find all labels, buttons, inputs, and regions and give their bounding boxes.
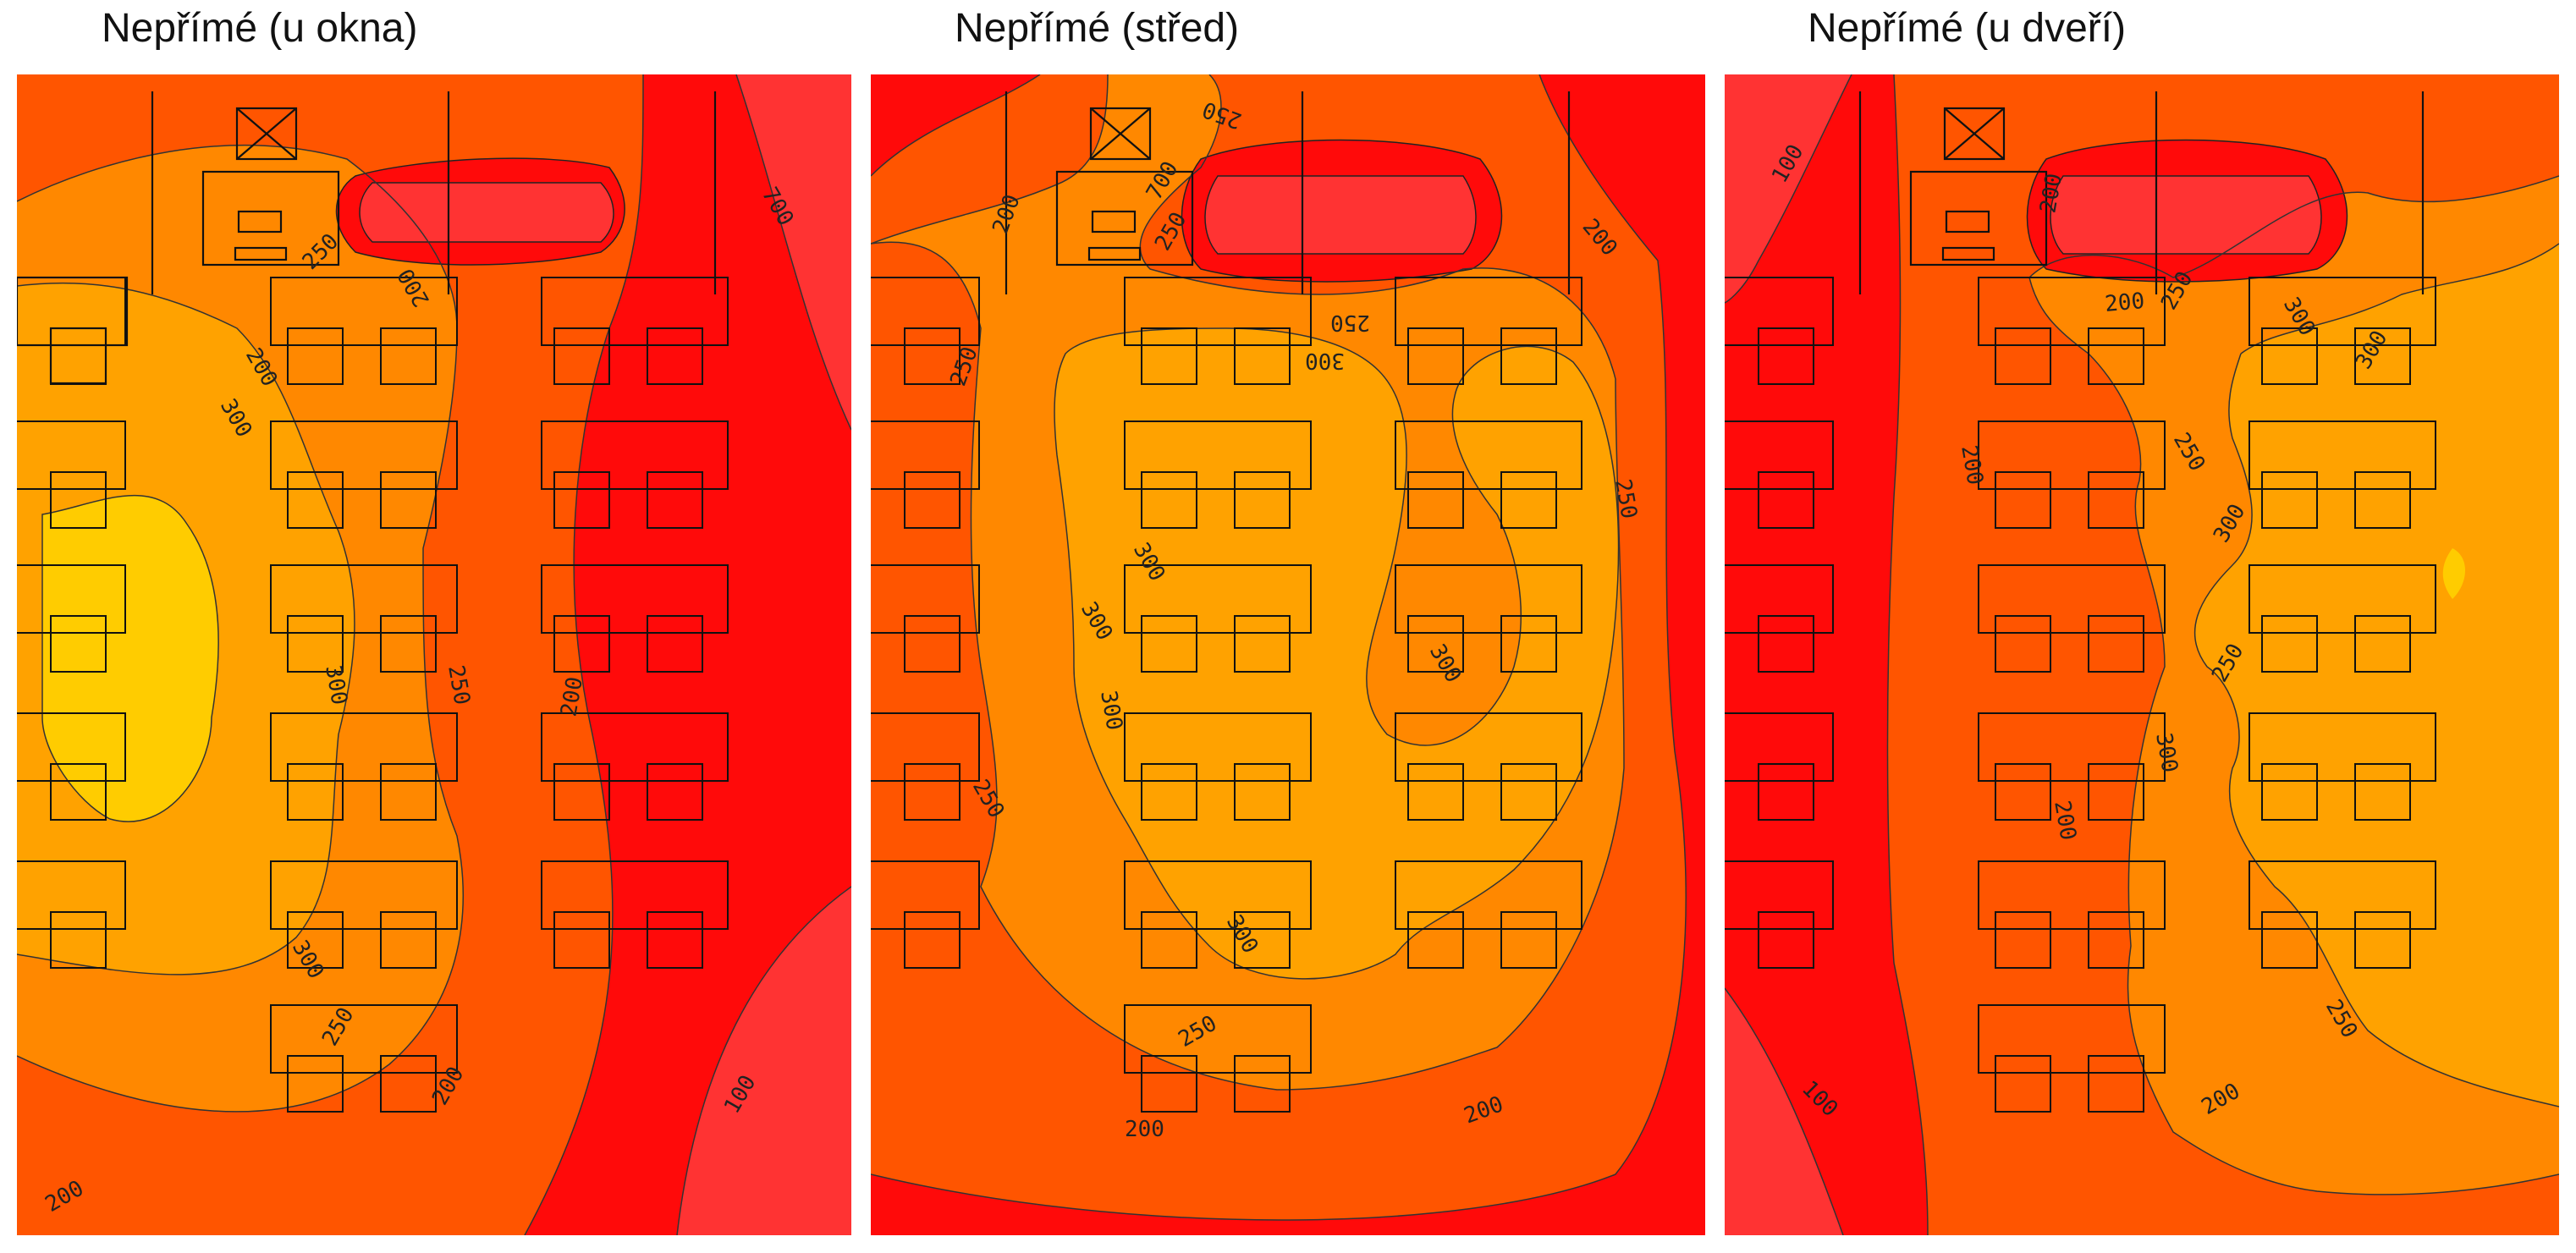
illuminance-map-window: 700 250 200 200 300 250 300 200 300 250 … <box>17 74 851 1235</box>
illuminance-map-door: 100 200 250 200 300 300 250 200 300 250 … <box>1725 74 2559 1235</box>
panel-title-center: Nepřímé (střed) <box>955 6 1240 51</box>
contour-label: 200 <box>1125 1117 1164 1142</box>
illuminance-map-center: 250 200 700 250 200 300 250 250 300 300 … <box>871 74 1705 1235</box>
contour-label: 200 <box>2104 289 2145 317</box>
contour-label: 250 <box>1330 310 1370 335</box>
panel-title-door: Nepřímé (u dveří) <box>1808 6 2127 51</box>
panel-title-window: Nepřímé (u okna) <box>102 6 418 51</box>
contour-label: 300 <box>1305 348 1345 373</box>
